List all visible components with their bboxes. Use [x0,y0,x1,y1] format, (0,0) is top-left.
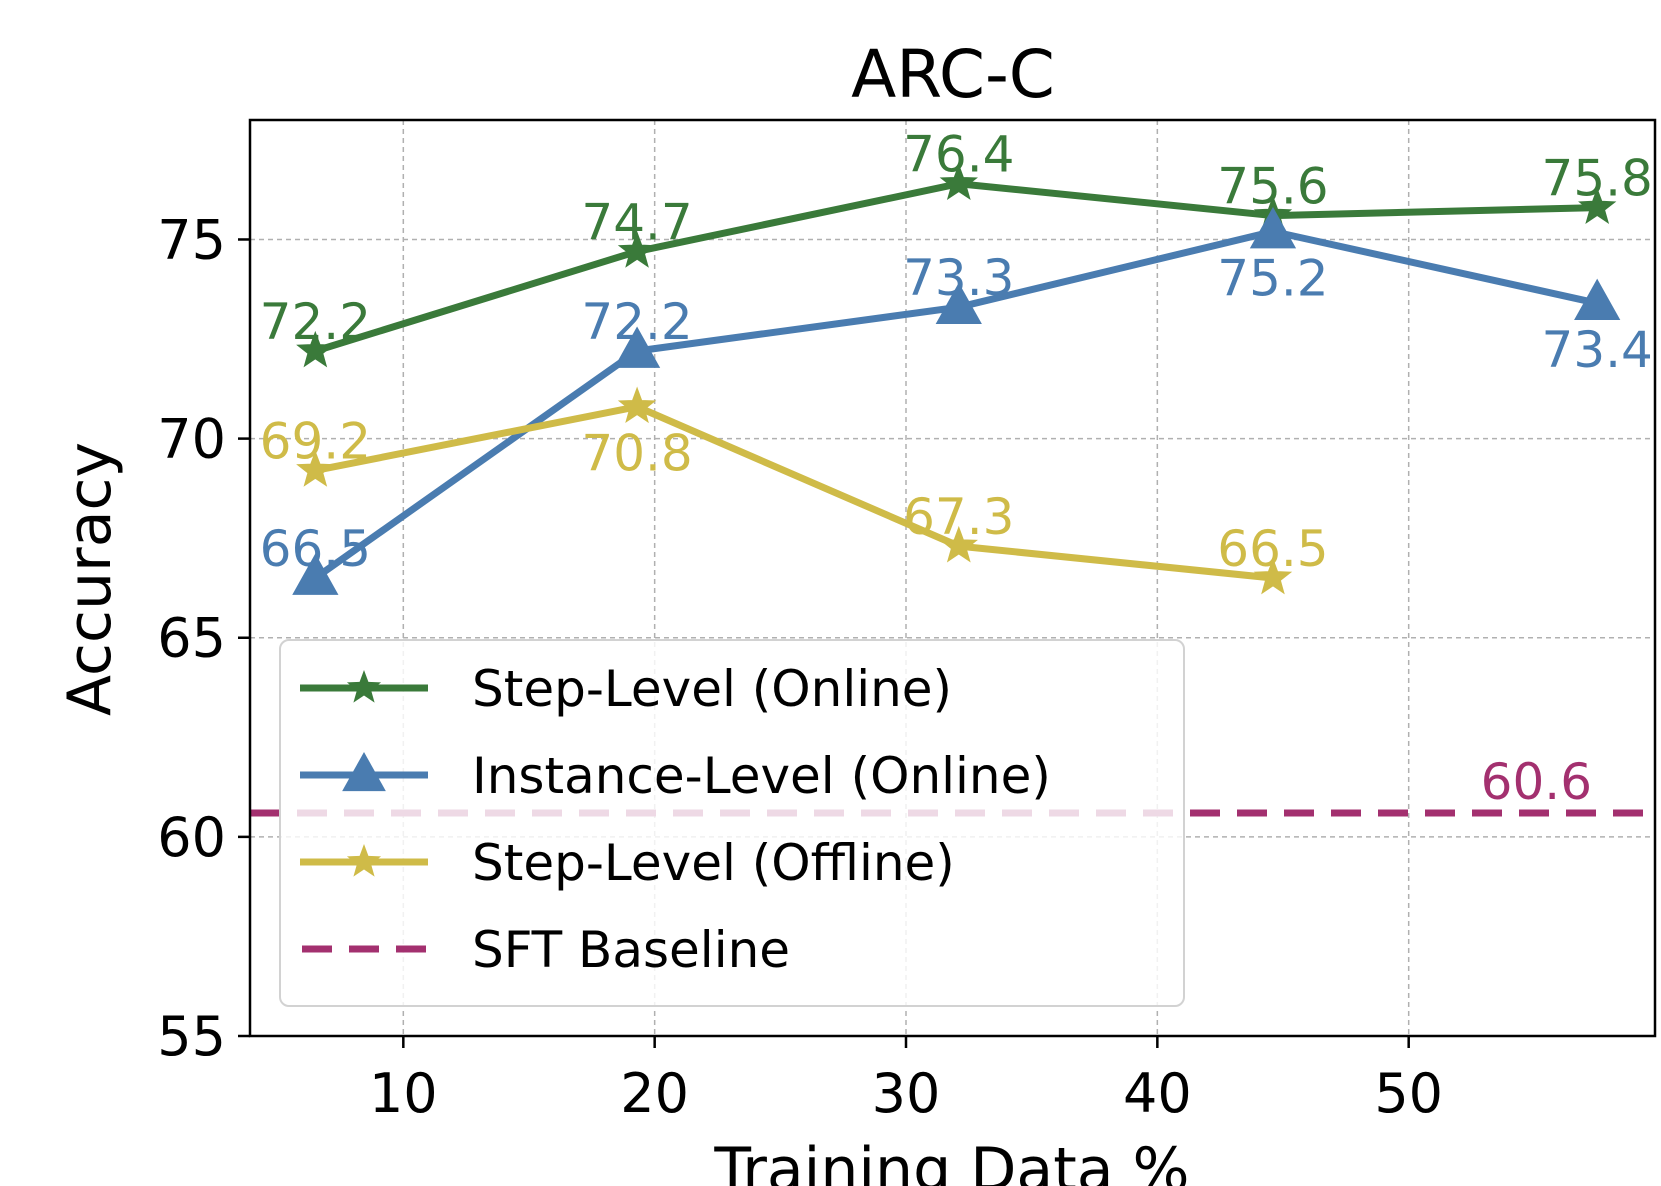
legend-star-marker [346,670,382,703]
series-line [311,403,1277,582]
sft-baseline: 60.6 [250,753,1655,817]
data-label: 73.3 [903,249,1014,307]
chart-title: ARC-C [851,36,1055,113]
data-label: 72.2 [260,293,371,351]
data-point-triangle [292,553,339,595]
data-label: 69.2 [260,412,371,470]
data-label: 75.8 [1542,150,1653,208]
data-point-triangle [935,282,982,325]
series-layer [292,163,1621,595]
data-point-star [296,450,335,487]
data-label: 66.5 [260,520,371,578]
data-point-star [1578,187,1617,224]
y-tick-label: 55 [157,1005,226,1068]
data-label: 73.4 [1542,321,1653,379]
legend-label: SFT Baseline [472,921,790,979]
x-tick-label: 10 [369,1062,438,1125]
data-point-star [296,330,335,368]
legend-label: Instance-Level (Online) [472,747,1051,805]
legend-item: Step-Level (Online) [300,660,952,718]
sft-baseline-value-label: 60.6 [1481,753,1592,811]
legend-box [279,639,1185,1007]
legend-star-marker [346,844,382,877]
x-tick-label: 50 [1374,1062,1443,1125]
y-tick-label: 60 [157,806,226,869]
data-point-star [617,386,657,424]
x-tick-label: 20 [620,1062,689,1125]
series-2 [296,386,1293,595]
data-label: 70.8 [581,425,692,483]
legend-item: SFT Baseline [302,921,790,979]
legend-item: Instance-Level (Online) [300,747,1051,805]
x-tick-label: 40 [1123,1062,1192,1125]
data-labels: 72.2 74.7 76.4 75.6 75.8 66.5 72.2 73.3 75.2 73.4… [260,126,1653,578]
legend-triangle-marker [342,752,386,792]
x-axis-label: Training Data % [713,1135,1189,1186]
data-point-star [1253,557,1293,595]
data-point-triangle [1574,278,1621,321]
data-point-star [939,163,978,201]
data-label: 74.7 [581,193,692,251]
data-point-triangle [1249,206,1297,249]
data-label: 75.6 [1217,158,1328,216]
data-label: 66.5 [1217,520,1328,578]
y-tick-label: 65 [157,607,226,670]
y-tick-label: 70 [157,408,226,471]
data-point-star [617,231,657,268]
y-axis-label: Accuracy [55,442,125,716]
data-label: 75.2 [1217,250,1328,308]
legend: Step-Level (Online) Instance-Level (Onlin… [279,639,1185,1007]
data-point-star [939,525,978,563]
y-tick-label: 75 [157,208,226,271]
data-label: 72.2 [581,293,692,351]
x-tick-label: 30 [872,1062,941,1125]
data-point-triangle [613,326,661,368]
legend-item: Step-Level (Offline) [300,834,955,892]
data-label: 67.3 [903,488,1014,546]
data-label: 76.4 [903,126,1014,184]
legend-label: Step-Level (Offline) [472,834,955,892]
legend-label: Step-Level (Online) [472,660,952,718]
plot-area-frame [248,118,1657,1038]
axis-ticks: 10 20 30 40 50 55 60 65 70 75 [157,208,1443,1125]
